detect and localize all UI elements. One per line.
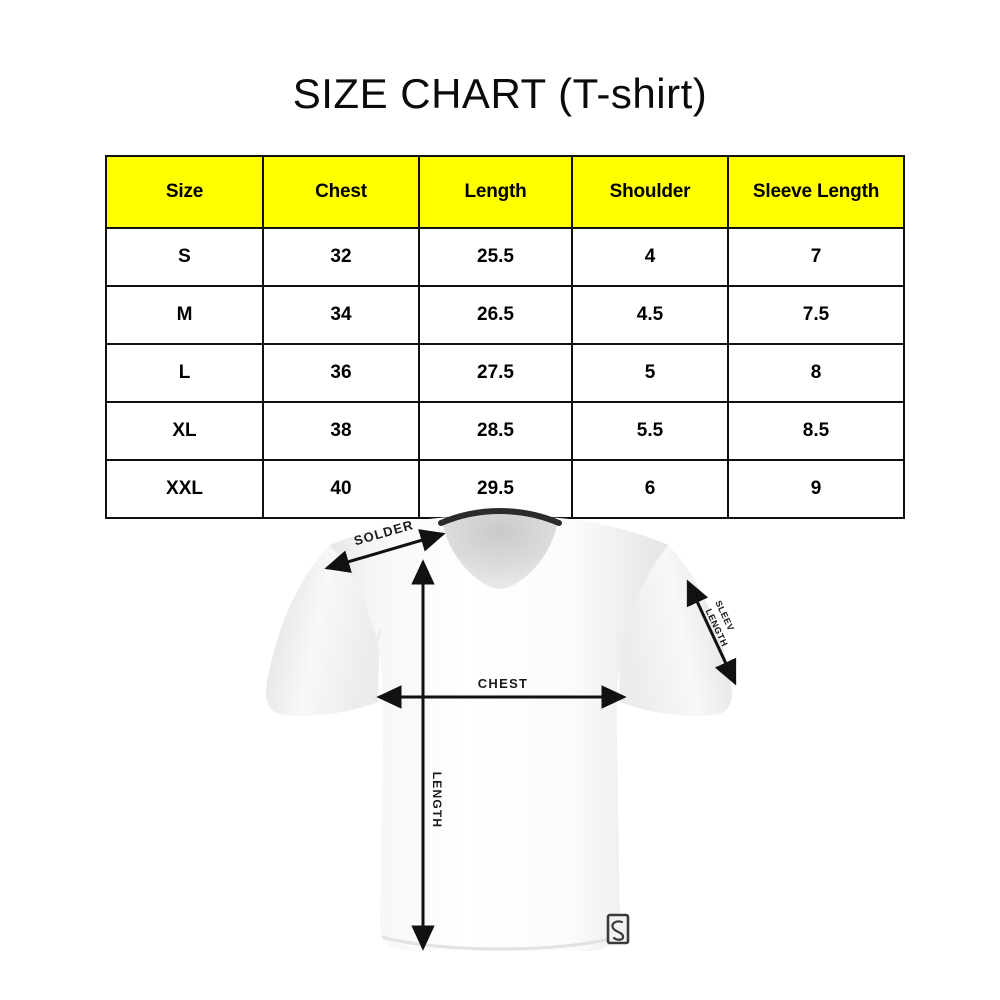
cell-size: XL xyxy=(105,401,264,461)
left-sleeve xyxy=(266,545,380,716)
cell-chest: 32 xyxy=(262,227,420,287)
hem-line xyxy=(381,935,619,951)
cell-chest: 36 xyxy=(262,343,420,403)
cell-shoulder: 4 xyxy=(571,227,729,287)
cell-length: 27.5 xyxy=(418,343,573,403)
cell-length: 25.5 xyxy=(418,227,573,287)
table-header-row: Size Chest Length Shoulder Sleeve Length xyxy=(105,155,905,229)
cell-size: S xyxy=(105,227,264,287)
column-header-length: Length xyxy=(418,155,573,229)
size-chart-table-container: Size Chest Length Shoulder Sleeve Length… xyxy=(105,155,905,519)
table-row: M 34 26.5 4.5 7.5 xyxy=(105,285,905,345)
cell-shoulder: 4.5 xyxy=(571,285,729,345)
cell-shoulder: 6 xyxy=(571,459,729,519)
cell-size: M xyxy=(105,285,264,345)
cell-sleeve: 7 xyxy=(727,227,905,287)
table-row: XXL 40 29.5 6 9 xyxy=(105,459,905,519)
shoulder-arrow xyxy=(324,529,446,573)
column-header-shoulder: Shoulder xyxy=(571,155,729,229)
cell-shoulder: 5 xyxy=(571,343,729,403)
table-row: S 32 25.5 4 7 xyxy=(105,227,905,287)
collar-band xyxy=(438,507,562,526)
sleeve-length-arrow xyxy=(686,579,737,686)
cell-sleeve: 9 xyxy=(727,459,905,519)
length-label: LENGTH xyxy=(430,772,444,829)
cell-sleeve: 8.5 xyxy=(727,401,905,461)
cell-chest: 38 xyxy=(262,401,420,461)
cell-chest: 40 xyxy=(262,459,420,519)
size-chart-table: Size Chest Length Shoulder Sleeve Length… xyxy=(105,155,905,519)
neck-opening xyxy=(442,512,558,589)
tshirt-garment xyxy=(266,507,732,951)
cell-sleeve: 7.5 xyxy=(727,285,905,345)
column-header-sleeve: Sleeve Length xyxy=(727,155,905,229)
column-header-chest: Chest xyxy=(262,155,420,229)
cell-size: XXL xyxy=(105,459,264,519)
cell-length: 28.5 xyxy=(418,401,573,461)
cell-sleeve: 8 xyxy=(727,343,905,403)
table-row: XL 38 28.5 5.5 8.5 xyxy=(105,401,905,461)
right-shoulder-seam xyxy=(615,629,630,706)
tshirt-diagram: SOLDER SLEEV LENGTH CHEST LENGTH xyxy=(0,505,1000,985)
chest-label: CHEST xyxy=(478,676,529,691)
table-row: L 36 27.5 5 8 xyxy=(105,343,905,403)
cell-chest: 34 xyxy=(262,285,420,345)
brand-tag-icon xyxy=(606,913,630,945)
left-shoulder-seam xyxy=(368,629,383,706)
column-header-size: Size xyxy=(105,155,264,229)
cell-size: L xyxy=(105,343,264,403)
cell-shoulder: 5.5 xyxy=(571,401,729,461)
page-title: SIZE CHART (T-shirt) xyxy=(292,70,708,117)
cell-length: 26.5 xyxy=(418,285,573,345)
length-measure: LENGTH xyxy=(411,559,444,951)
